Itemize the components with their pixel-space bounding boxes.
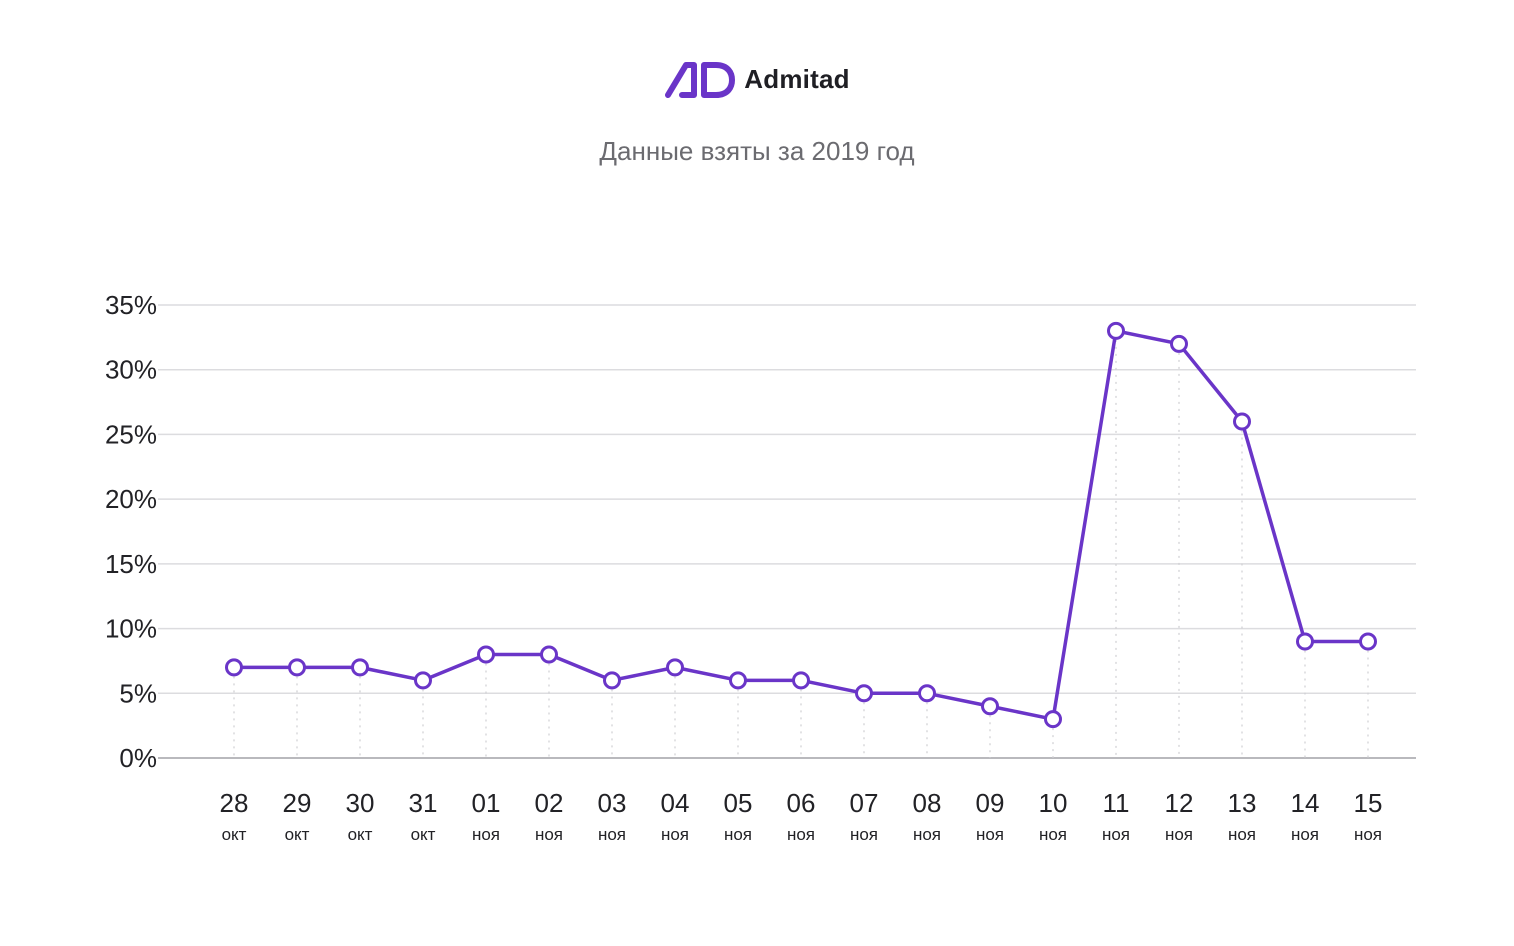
x-tick-label-day: 04 bbox=[661, 788, 690, 818]
data-point bbox=[792, 671, 810, 690]
y-tick-label: 15% bbox=[105, 549, 157, 579]
x-tick-label-month: окт bbox=[222, 825, 247, 844]
data-point bbox=[729, 671, 747, 690]
data-point bbox=[414, 671, 432, 690]
brand-name: Admitad bbox=[744, 63, 850, 94]
data-point bbox=[1359, 632, 1377, 651]
x-tick-label-month: ноя bbox=[787, 825, 815, 844]
x-tick-label-month: ноя bbox=[1102, 825, 1130, 844]
x-tick-label-day: 02 bbox=[535, 788, 564, 818]
y-tick-label: 10% bbox=[105, 614, 157, 644]
x-tick-label-day: 09 bbox=[976, 788, 1005, 818]
x-tick-label-day: 30 bbox=[346, 788, 375, 818]
data-point bbox=[540, 645, 558, 664]
data-point bbox=[666, 658, 684, 677]
data-point bbox=[225, 658, 243, 677]
x-tick-label-month: ноя bbox=[976, 825, 1004, 844]
data-point bbox=[477, 645, 495, 664]
x-tick-label-day: 05 bbox=[724, 788, 753, 818]
x-tick-label-day: 06 bbox=[787, 788, 816, 818]
data-point bbox=[1107, 321, 1125, 340]
data-point bbox=[1170, 334, 1188, 353]
y-tick-label: 5% bbox=[119, 678, 157, 708]
y-tick-label: 25% bbox=[105, 419, 157, 449]
x-tick-label-day: 12 bbox=[1165, 788, 1194, 818]
y-tick-label: 35% bbox=[105, 290, 157, 320]
x-tick-label-month: ноя bbox=[1228, 825, 1256, 844]
x-tick-label-day: 28 bbox=[220, 788, 249, 818]
data-point bbox=[981, 697, 999, 716]
grid-lines bbox=[158, 304, 1416, 759]
x-tick-label-day: 31 bbox=[409, 788, 438, 818]
x-tick-label-day: 03 bbox=[598, 788, 627, 818]
y-axis-ticks: 0% 5% 10% 15% 20% 25% 30% 35% bbox=[105, 290, 157, 773]
brand-header: Admitad bbox=[0, 56, 1514, 102]
data-point bbox=[918, 684, 936, 703]
x-tick-label-month: окт bbox=[285, 825, 310, 844]
x-tick-label-day: 01 bbox=[472, 788, 501, 818]
x-tick-label-month: ноя bbox=[661, 825, 689, 844]
x-tick-label-month: ноя bbox=[1039, 825, 1067, 844]
y-tick-label: 30% bbox=[105, 355, 157, 385]
data-point bbox=[1233, 412, 1251, 431]
y-tick-label: 0% bbox=[119, 743, 157, 773]
x-tick-label-day: 11 bbox=[1103, 788, 1130, 818]
chart-subtitle: Данные взяты за 2019 год bbox=[599, 136, 915, 166]
data-points bbox=[225, 321, 1377, 729]
x-tick-label-month: ноя bbox=[1354, 825, 1382, 844]
x-tick-label-month: окт bbox=[411, 825, 436, 844]
x-tick-label-month: ноя bbox=[598, 825, 626, 844]
x-tick-label-day: 14 bbox=[1291, 788, 1320, 818]
x-tick-label-day: 08 bbox=[913, 788, 942, 818]
data-point bbox=[855, 684, 873, 703]
x-tick-label-month: ноя bbox=[472, 825, 500, 844]
data-point bbox=[288, 658, 306, 677]
x-axis-ticks: 28 окт 29 окт 30 окт 31 окт 01 ноя 02 ноя 03 ноя 04 ноя… bbox=[220, 788, 1383, 844]
x-tick-label-day: 15 bbox=[1354, 788, 1383, 818]
data-point bbox=[603, 671, 621, 690]
data-point bbox=[1296, 632, 1314, 651]
x-tick-label-month: ноя bbox=[913, 825, 941, 844]
x-tick-label-day: 07 bbox=[850, 788, 879, 818]
data-point bbox=[1044, 710, 1062, 729]
vertical-guides bbox=[233, 339, 1369, 758]
data-point bbox=[351, 658, 369, 677]
x-tick-label-day: 10 bbox=[1039, 788, 1068, 818]
x-tick-label-month: окт bbox=[348, 825, 373, 844]
x-tick-label-month: ноя bbox=[850, 825, 878, 844]
series-line bbox=[232, 329, 1370, 721]
x-tick-label-month: ноя bbox=[724, 825, 752, 844]
x-tick-label-month: ноя bbox=[1165, 825, 1193, 844]
x-tick-label-day: 29 bbox=[283, 788, 312, 818]
series-line-path bbox=[232, 329, 1370, 721]
x-tick-label-month: ноя bbox=[535, 825, 563, 844]
y-tick-label: 20% bbox=[105, 484, 157, 514]
admitad-logo-icon bbox=[665, 62, 736, 98]
x-tick-label-month: ноя bbox=[1291, 825, 1319, 844]
x-tick-label-day: 13 bbox=[1228, 788, 1257, 818]
